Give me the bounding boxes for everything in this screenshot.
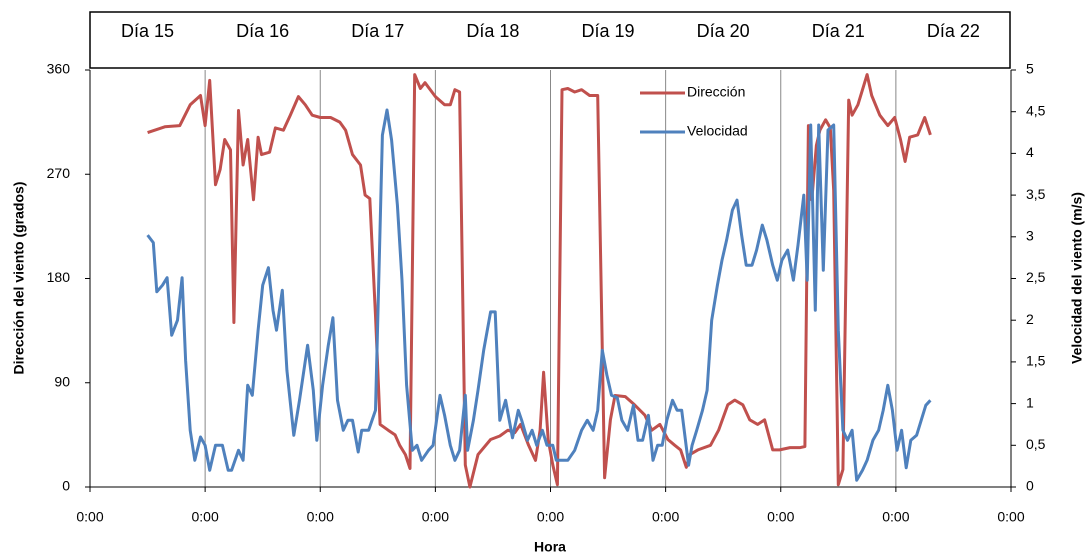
x-axis-title: Hora xyxy=(534,539,566,555)
y2-tick-label: 3,5 xyxy=(1026,186,1046,202)
day-label: Día 16 xyxy=(236,21,289,41)
day-label: Día 18 xyxy=(466,21,519,41)
y2-axis-title: Velocidad del viento (m/s) xyxy=(1069,192,1085,364)
y2-tick-label: 5 xyxy=(1026,61,1034,77)
x-tick-label: 0:00 xyxy=(882,509,909,525)
y2-tick-label: 2 xyxy=(1026,311,1034,327)
y-tick-label: 270 xyxy=(47,165,71,181)
day-label: Día 21 xyxy=(812,21,865,41)
day-label: Día 20 xyxy=(697,21,750,41)
legend-label: Dirección xyxy=(687,84,745,100)
x-tick-label: 0:00 xyxy=(767,509,794,525)
day-label: Día 17 xyxy=(351,21,404,41)
x-tick-label: 0:00 xyxy=(422,509,449,525)
y-tick-label: 180 xyxy=(47,269,71,285)
y-tick-label: 90 xyxy=(54,373,70,389)
y2-tick-label: 0,5 xyxy=(1026,436,1046,452)
day-label: Día 19 xyxy=(582,21,635,41)
y2-tick-label: 4 xyxy=(1026,144,1034,160)
y2-tick-label: 4,5 xyxy=(1026,102,1046,118)
day-label: Día 22 xyxy=(927,21,980,41)
y-tick-label: 0 xyxy=(62,478,70,494)
legend-label: Velocidad xyxy=(687,123,748,139)
x-tick-label: 0:00 xyxy=(652,509,679,525)
day-header-box xyxy=(89,11,1011,69)
y2-tick-label: 1,5 xyxy=(1026,353,1046,369)
x-tick-label: 0:00 xyxy=(307,509,334,525)
y2-tick-label: 1 xyxy=(1026,394,1034,410)
series-line xyxy=(147,73,932,489)
x-tick-label: 0:00 xyxy=(76,509,103,525)
y2-tick-label: 3 xyxy=(1026,228,1034,244)
x-tick-label: 0:00 xyxy=(537,509,564,525)
x-tick-label: 0:00 xyxy=(192,509,219,525)
x-tick-label: 0:00 xyxy=(997,509,1024,525)
y2-tick-label: 0 xyxy=(1026,478,1034,494)
y-axis-title: Dirección del viento (grados) xyxy=(11,182,27,375)
day-label: Día 15 xyxy=(121,21,174,41)
series-line xyxy=(146,108,932,482)
y2-tick-label: 2,5 xyxy=(1026,269,1046,285)
y-tick-label: 360 xyxy=(47,61,71,77)
